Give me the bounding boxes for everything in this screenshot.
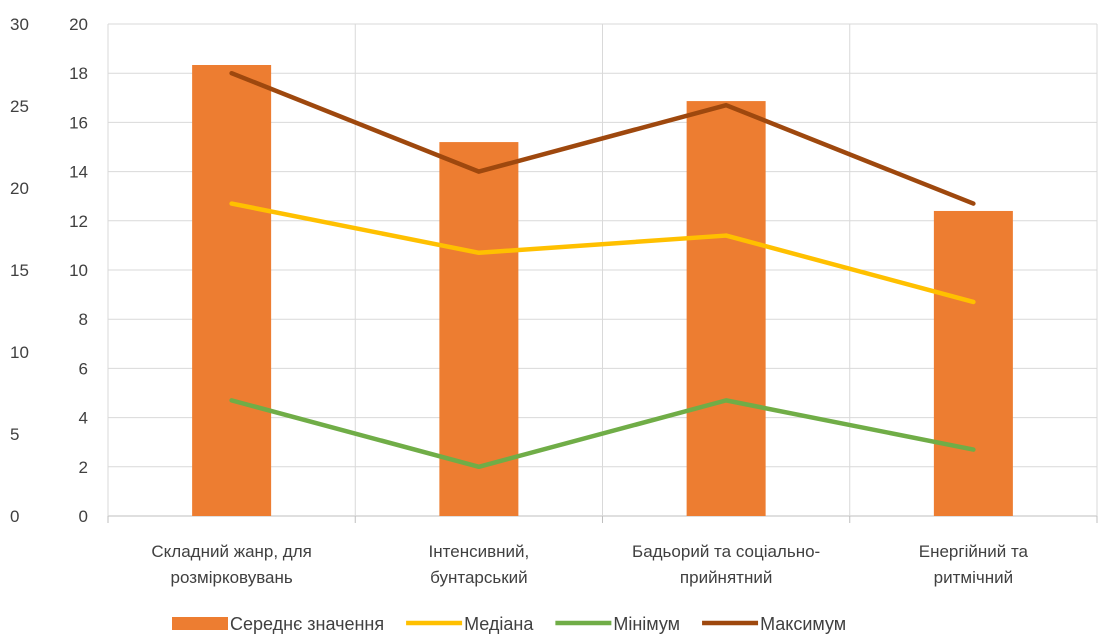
left-axis-tick-label: 30 bbox=[10, 15, 29, 34]
left-axis-tick-label: 15 bbox=[10, 261, 29, 280]
legend-label: Медіана bbox=[464, 614, 534, 634]
bar-3 bbox=[686, 101, 766, 516]
left-axis-tick-label: 20 bbox=[10, 179, 29, 198]
category-labels: Складний жанр, для розмірковувань Інтенсив… bbox=[151, 542, 1028, 587]
left-axis-tick-label: 25 bbox=[10, 97, 29, 116]
legend-label: Мінімум bbox=[613, 614, 680, 634]
left-axis: 0 5 10 15 20 25 30 bbox=[10, 15, 29, 526]
category-label: Інтенсивний, бунтарський bbox=[429, 542, 530, 587]
left-axis-tick-label: 0 bbox=[10, 507, 19, 526]
secondary-axis-tick-label: 14 bbox=[69, 163, 88, 182]
category-label: Енергійний та ритмічний bbox=[919, 542, 1029, 587]
secondary-axis-tick-label: 2 bbox=[79, 458, 88, 477]
secondary-axis-tick-label: 18 bbox=[69, 64, 88, 83]
category-label: Складний жанр, для розмірковувань bbox=[151, 542, 311, 587]
secondary-axis-tick-label: 0 bbox=[79, 507, 88, 526]
secondary-axis-tick-label: 6 bbox=[79, 359, 88, 378]
secondary-axis-tick-label: 16 bbox=[69, 113, 88, 132]
category-label: Бадьорий та соціально-прийнятний bbox=[632, 542, 820, 587]
legend-label: Максимум bbox=[760, 614, 846, 634]
secondary-axis-tick-label: 20 bbox=[69, 15, 88, 34]
right-axis: 0 2 4 6 8 10 12 14 16 18 20 bbox=[69, 15, 88, 526]
bar-4 bbox=[933, 210, 1013, 516]
line-series-1 bbox=[229, 201, 976, 305]
line-series-3 bbox=[229, 70, 976, 206]
bar-1 bbox=[192, 65, 272, 516]
secondary-axis-tick-label: 10 bbox=[69, 261, 88, 280]
legend-label: Середнє значення bbox=[230, 614, 384, 634]
bar-series bbox=[192, 65, 1013, 516]
line-series bbox=[229, 70, 976, 470]
bar-2 bbox=[439, 142, 519, 516]
left-axis-tick-label: 10 bbox=[10, 343, 29, 362]
line-series-2 bbox=[229, 398, 976, 470]
secondary-axis-tick-label: 4 bbox=[79, 409, 88, 428]
legend-swatch bbox=[172, 617, 228, 630]
secondary-axis-tick-label: 8 bbox=[79, 310, 88, 329]
legend: Середнє значення Медіана Мінімум Максимум bbox=[172, 614, 846, 634]
left-axis-tick-label: 5 bbox=[10, 425, 19, 444]
secondary-axis-tick-label: 12 bbox=[69, 212, 88, 231]
